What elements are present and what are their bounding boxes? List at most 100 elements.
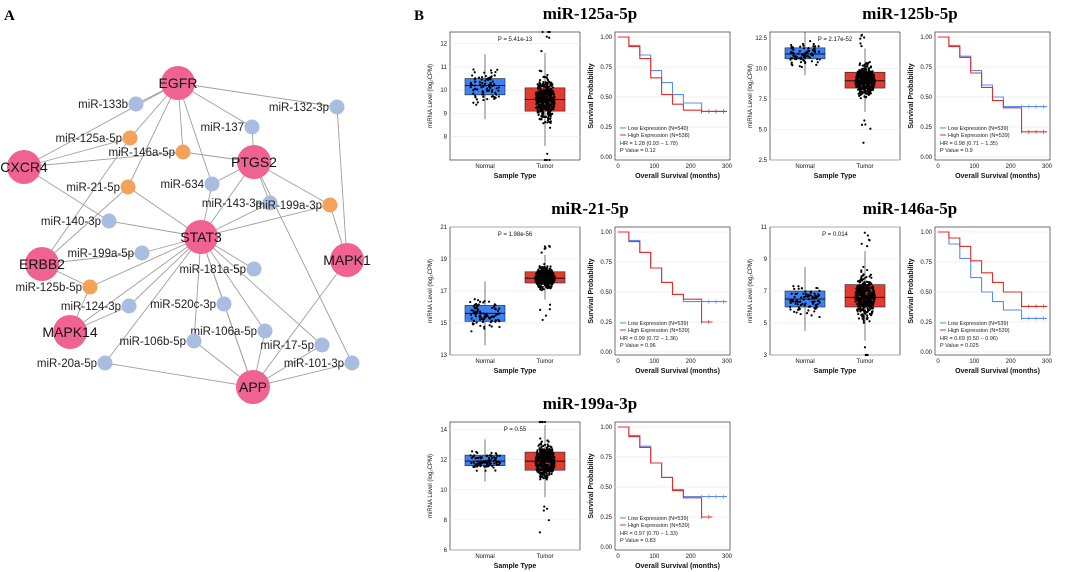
box-point bbox=[800, 296, 803, 299]
mirna-label: miR-21-5p bbox=[66, 182, 120, 194]
box-point bbox=[481, 81, 484, 85]
box-point bbox=[870, 292, 873, 295]
box-point bbox=[864, 123, 867, 126]
box-point bbox=[807, 295, 810, 298]
box-point bbox=[869, 273, 872, 276]
box-point bbox=[860, 304, 864, 307]
box-point bbox=[473, 310, 476, 313]
survival-ytick: 0.75 bbox=[920, 260, 932, 266]
hazard-ratio: HR = 0.69 (0.50 − 0.96) bbox=[940, 336, 998, 342]
group-label-normal: Normal bbox=[475, 359, 494, 365]
box-point bbox=[482, 98, 485, 102]
box-point bbox=[539, 478, 542, 481]
box-point bbox=[490, 457, 494, 460]
box-point bbox=[545, 108, 548, 111]
box-point bbox=[536, 470, 539, 473]
box-point bbox=[539, 269, 543, 273]
box-point bbox=[546, 273, 549, 276]
box-point bbox=[474, 315, 478, 318]
box-point bbox=[544, 76, 547, 79]
box-point bbox=[854, 290, 857, 294]
box-point bbox=[856, 293, 859, 296]
survival-xtick: 200 bbox=[1006, 359, 1017, 365]
box-point bbox=[864, 305, 867, 308]
box-point bbox=[496, 312, 500, 315]
box-point bbox=[801, 42, 805, 46]
network-edge bbox=[177, 82, 213, 185]
box-point bbox=[540, 453, 543, 456]
box-point bbox=[476, 460, 479, 463]
box-point bbox=[483, 84, 486, 87]
gene-label: PTGS2 bbox=[231, 154, 277, 170]
box-point bbox=[868, 61, 871, 64]
mirna-label: miR-125b-5p bbox=[16, 282, 82, 294]
box-point bbox=[546, 281, 549, 284]
boxplot-ytick: 13 bbox=[440, 353, 447, 359]
box-point bbox=[535, 273, 539, 276]
box-point bbox=[860, 297, 863, 301]
box-point bbox=[493, 74, 496, 77]
box-point bbox=[859, 308, 862, 311]
box-point bbox=[543, 420, 547, 424]
box-point bbox=[873, 296, 876, 299]
box-point bbox=[863, 287, 866, 290]
box-point bbox=[865, 311, 868, 314]
box-point bbox=[795, 311, 798, 314]
box-point bbox=[855, 78, 858, 81]
box-point bbox=[482, 85, 485, 88]
boxplot-ytick: 8 bbox=[444, 135, 448, 141]
box-point bbox=[808, 56, 812, 59]
box-point bbox=[541, 318, 544, 322]
box-point bbox=[472, 461, 475, 464]
box-point bbox=[863, 277, 866, 280]
box-point bbox=[487, 77, 490, 80]
box-point bbox=[534, 92, 537, 96]
box-point bbox=[538, 471, 541, 475]
box-point bbox=[809, 39, 812, 43]
survival-pvalue: P Value = 0.9 bbox=[940, 148, 973, 154]
box-point bbox=[866, 314, 869, 317]
box-point bbox=[540, 279, 543, 282]
box-point bbox=[813, 300, 816, 303]
box-point bbox=[552, 456, 555, 459]
legend-high-label: High Expression (N=539) bbox=[628, 328, 690, 334]
box-point bbox=[865, 62, 868, 65]
box-point bbox=[478, 318, 482, 321]
box-point bbox=[871, 78, 874, 81]
box-point bbox=[811, 302, 815, 305]
box-point bbox=[550, 91, 553, 94]
box-point bbox=[546, 445, 549, 448]
survival-xlabel: Overall Survival (months) bbox=[635, 173, 720, 180]
survival-frame bbox=[934, 226, 1051, 356]
box-point bbox=[549, 461, 552, 464]
panel-title: miR-146a-5p bbox=[863, 199, 957, 218]
box-point bbox=[863, 119, 866, 122]
box-point bbox=[545, 464, 549, 468]
box-point bbox=[546, 73, 549, 77]
box-point bbox=[536, 92, 540, 95]
box-point bbox=[536, 462, 539, 466]
box-point bbox=[548, 454, 552, 457]
box-point bbox=[472, 101, 475, 104]
box-point bbox=[789, 299, 792, 302]
box-point bbox=[472, 89, 475, 92]
gene-node: MAPK14 bbox=[42, 315, 98, 349]
box-point bbox=[547, 114, 550, 117]
boxplot-ytick: 15 bbox=[440, 321, 447, 327]
box-point bbox=[870, 276, 873, 279]
box-point bbox=[543, 263, 546, 266]
group-label-tumor: Tumor bbox=[536, 164, 553, 170]
box-point bbox=[485, 89, 488, 92]
legend-high-label: High Expression (N=539) bbox=[948, 133, 1010, 139]
box-point bbox=[869, 66, 872, 69]
box-point bbox=[540, 289, 543, 292]
boxplot-pvalue: P = 0.55 bbox=[504, 427, 527, 433]
mirna-node-circle bbox=[128, 96, 144, 112]
mirna-node: miR-125a-5p bbox=[56, 130, 138, 146]
box-point bbox=[545, 83, 548, 86]
network-nodes: miR-133b miR-132-3p miR-137 miR-125a-5p miR-… bbox=[0, 66, 371, 404]
box-point bbox=[866, 318, 869, 321]
box-point bbox=[858, 69, 861, 72]
group-label-normal: Normal bbox=[795, 359, 814, 365]
box-point bbox=[807, 309, 810, 312]
